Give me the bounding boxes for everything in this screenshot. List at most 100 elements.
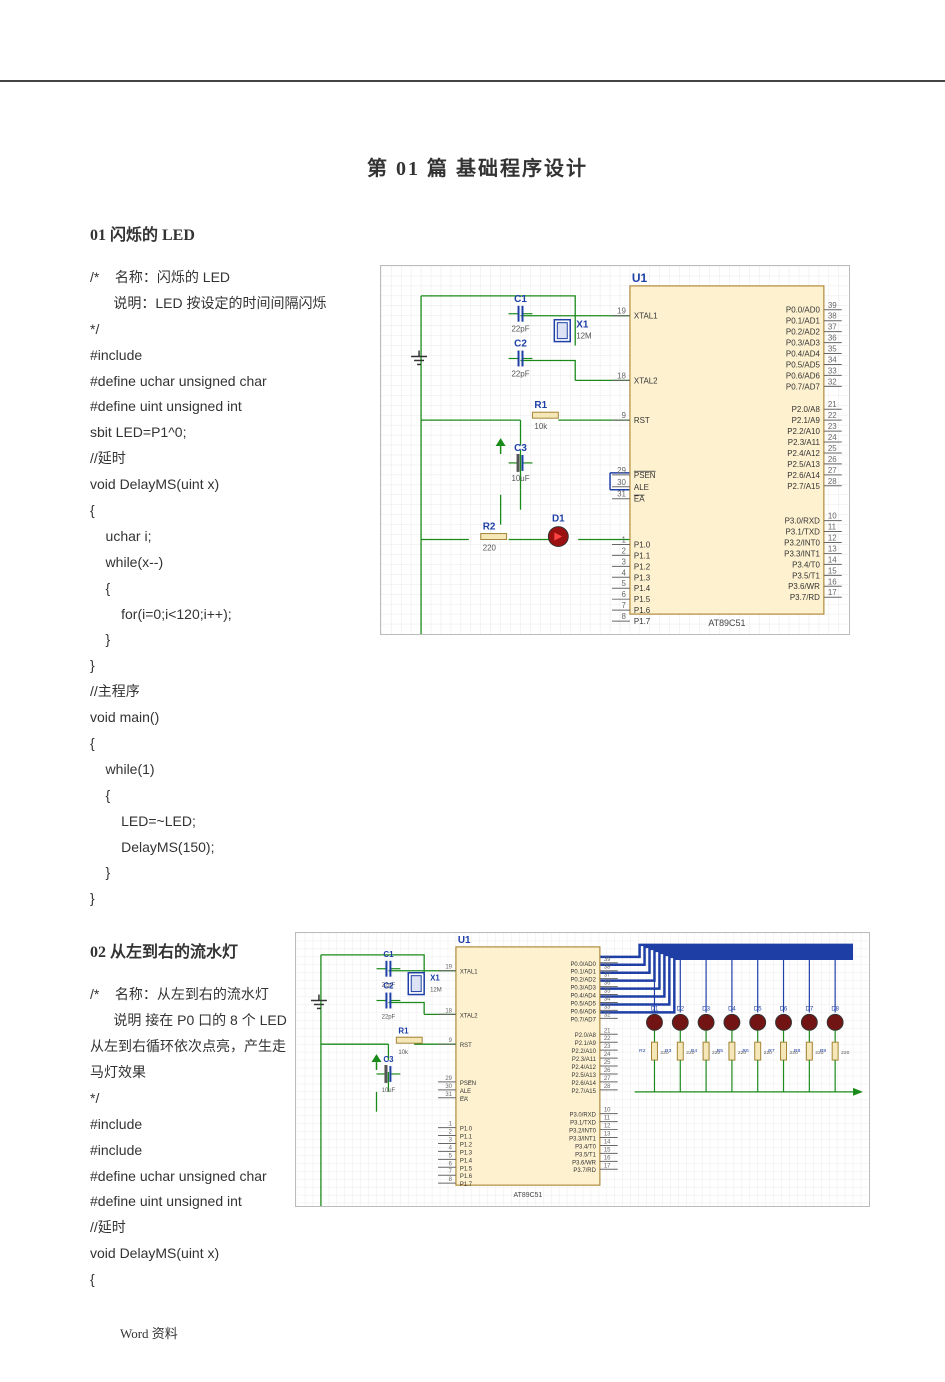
svg-text:P2.7/A15: P2.7/A15 <box>571 1089 596 1095</box>
section-1-heading: 01 闪烁的 LED <box>90 221 865 245</box>
svg-text:17: 17 <box>828 588 837 597</box>
svg-text:P3.2/INT0: P3.2/INT0 <box>569 1129 596 1135</box>
svg-text:P0.1/AD1: P0.1/AD1 <box>570 970 596 976</box>
svg-text:39: 39 <box>828 301 837 310</box>
svg-text:P3.3/INT1: P3.3/INT1 <box>784 549 820 558</box>
svg-text:R3: R3 <box>665 1048 672 1054</box>
svg-text:P2.0/A8: P2.0/A8 <box>792 405 821 414</box>
svg-text:EA: EA <box>460 1097 468 1103</box>
svg-text:P0.7/AD7: P0.7/AD7 <box>786 382 821 391</box>
svg-text:15: 15 <box>604 1148 611 1154</box>
svg-text:XTAL2: XTAL2 <box>634 376 658 385</box>
document-page: 第 01 篇 基础程序设计 01 闪烁的 LED /* 名称：闪烁的 LED 说… <box>0 80 945 1382</box>
svg-text:6: 6 <box>622 590 627 599</box>
svg-text:10uF: 10uF <box>382 1088 396 1094</box>
svg-text:P1.2: P1.2 <box>460 1143 472 1149</box>
circuit-diagram-1: U1AT89C5119XTAL118XTAL29RST29PSEN30ALE31… <box>380 265 850 635</box>
svg-text:35: 35 <box>604 989 611 995</box>
svg-text:P3.3/INT1: P3.3/INT1 <box>569 1137 596 1143</box>
svg-text:22pF: 22pF <box>511 325 529 334</box>
svg-text:2: 2 <box>622 546 627 555</box>
svg-text:P3.6/WR: P3.6/WR <box>788 582 820 591</box>
svg-text:P3.6/WR: P3.6/WR <box>572 1161 596 1167</box>
svg-text:24: 24 <box>828 433 837 442</box>
svg-text:D4: D4 <box>728 1007 736 1013</box>
svg-text:D5: D5 <box>754 1007 762 1013</box>
svg-text:P0.2/AD2: P0.2/AD2 <box>786 328 821 337</box>
svg-text:RST: RST <box>634 416 650 425</box>
svg-text:30: 30 <box>445 1084 452 1090</box>
svg-text:P1.6: P1.6 <box>634 606 651 615</box>
svg-text:28: 28 <box>604 1084 611 1090</box>
section-2-heading: 02 从左到右的流水灯 <box>90 938 285 962</box>
svg-text:R8: R8 <box>794 1048 801 1054</box>
svg-text:4: 4 <box>622 568 627 577</box>
svg-text:11: 11 <box>828 523 837 532</box>
svg-text:P1.2: P1.2 <box>634 562 651 571</box>
svg-text:38: 38 <box>604 965 611 971</box>
svg-text:P0.0/AD0: P0.0/AD0 <box>786 306 821 315</box>
svg-text:XTAL2: XTAL2 <box>460 1014 478 1020</box>
svg-text:31: 31 <box>617 490 626 499</box>
svg-text:P3.7/RD: P3.7/RD <box>790 593 820 602</box>
section-1-diagram-wrap: U1AT89C5119XTAL118XTAL29RST29PSEN30ALE31… <box>380 265 865 640</box>
svg-text:P0.5/AD5: P0.5/AD5 <box>570 1002 596 1008</box>
svg-text:P1.7: P1.7 <box>634 617 651 626</box>
svg-text:P1.0: P1.0 <box>634 540 651 549</box>
svg-text:P3.1/TXD: P3.1/TXD <box>570 1121 596 1127</box>
svg-text:23: 23 <box>828 422 837 431</box>
svg-text:13: 13 <box>604 1132 611 1138</box>
svg-text:X1: X1 <box>576 320 589 331</box>
svg-text:P3.1/TXD: P3.1/TXD <box>785 528 820 537</box>
svg-text:2: 2 <box>449 1130 452 1136</box>
svg-text:30: 30 <box>617 478 626 487</box>
svg-text:PSEN: PSEN <box>460 1081 476 1087</box>
svg-text:U1: U1 <box>458 935 471 946</box>
svg-text:21: 21 <box>604 1029 611 1035</box>
svg-text:P0.0/AD0: P0.0/AD0 <box>570 962 596 968</box>
svg-text:P2.4/A12: P2.4/A12 <box>787 449 820 458</box>
svg-text:XTAL1: XTAL1 <box>460 970 478 976</box>
svg-text:35: 35 <box>828 345 837 354</box>
svg-text:P1.3: P1.3 <box>460 1151 473 1157</box>
svg-text:8: 8 <box>622 612 627 621</box>
svg-text:P0.2/AD2: P0.2/AD2 <box>570 978 595 984</box>
svg-text:P3.2/INT0: P3.2/INT0 <box>784 538 820 547</box>
svg-text:11: 11 <box>604 1116 611 1122</box>
svg-text:24: 24 <box>604 1052 611 1058</box>
svg-text:13: 13 <box>828 544 837 553</box>
svg-text:220: 220 <box>841 1050 850 1056</box>
svg-text:AT89C51: AT89C51 <box>514 1192 543 1199</box>
svg-text:P1.5: P1.5 <box>634 595 651 604</box>
svg-text:18: 18 <box>445 1009 452 1015</box>
svg-text:31: 31 <box>445 1092 452 1098</box>
circuit-diagram-2: U1AT89C5119XTAL118XTAL29RST29PSEN30ALE31… <box>295 932 870 1207</box>
svg-text:R1: R1 <box>398 1027 409 1036</box>
svg-text:RST: RST <box>460 1043 472 1049</box>
svg-text:34: 34 <box>604 997 611 1003</box>
svg-text:P0.5/AD5: P0.5/AD5 <box>786 360 821 369</box>
svg-text:22: 22 <box>828 411 837 420</box>
svg-text:25: 25 <box>604 1060 611 1066</box>
section-1-code: /* 名称：闪烁的 LED 说明：LED 按设定的时间间隔闪烁 */ #incl… <box>90 265 370 912</box>
svg-text:P3.5/T1: P3.5/T1 <box>575 1153 596 1159</box>
svg-text:PSEN: PSEN <box>634 471 656 480</box>
svg-text:10: 10 <box>828 512 837 521</box>
svg-text:36: 36 <box>828 334 837 343</box>
svg-text:7: 7 <box>449 1170 452 1176</box>
svg-text:25: 25 <box>828 444 837 453</box>
svg-text:P0.4/AD4: P0.4/AD4 <box>786 350 821 359</box>
svg-text:D7: D7 <box>806 1007 814 1013</box>
svg-text:P2.3/A11: P2.3/A11 <box>788 438 821 447</box>
svg-text:33: 33 <box>828 366 837 375</box>
svg-text:7: 7 <box>622 601 627 610</box>
svg-text:17: 17 <box>604 1164 611 1170</box>
svg-text:P2.4/A12: P2.4/A12 <box>571 1065 595 1071</box>
svg-text:R4: R4 <box>691 1048 698 1054</box>
svg-text:P2.2/A10: P2.2/A10 <box>571 1049 596 1055</box>
svg-text:C2: C2 <box>514 339 527 350</box>
svg-text:26: 26 <box>604 1068 611 1074</box>
svg-text:U1: U1 <box>632 271 648 285</box>
svg-text:22pF: 22pF <box>382 1015 396 1021</box>
page-footer: Word 资料 <box>90 1323 865 1342</box>
